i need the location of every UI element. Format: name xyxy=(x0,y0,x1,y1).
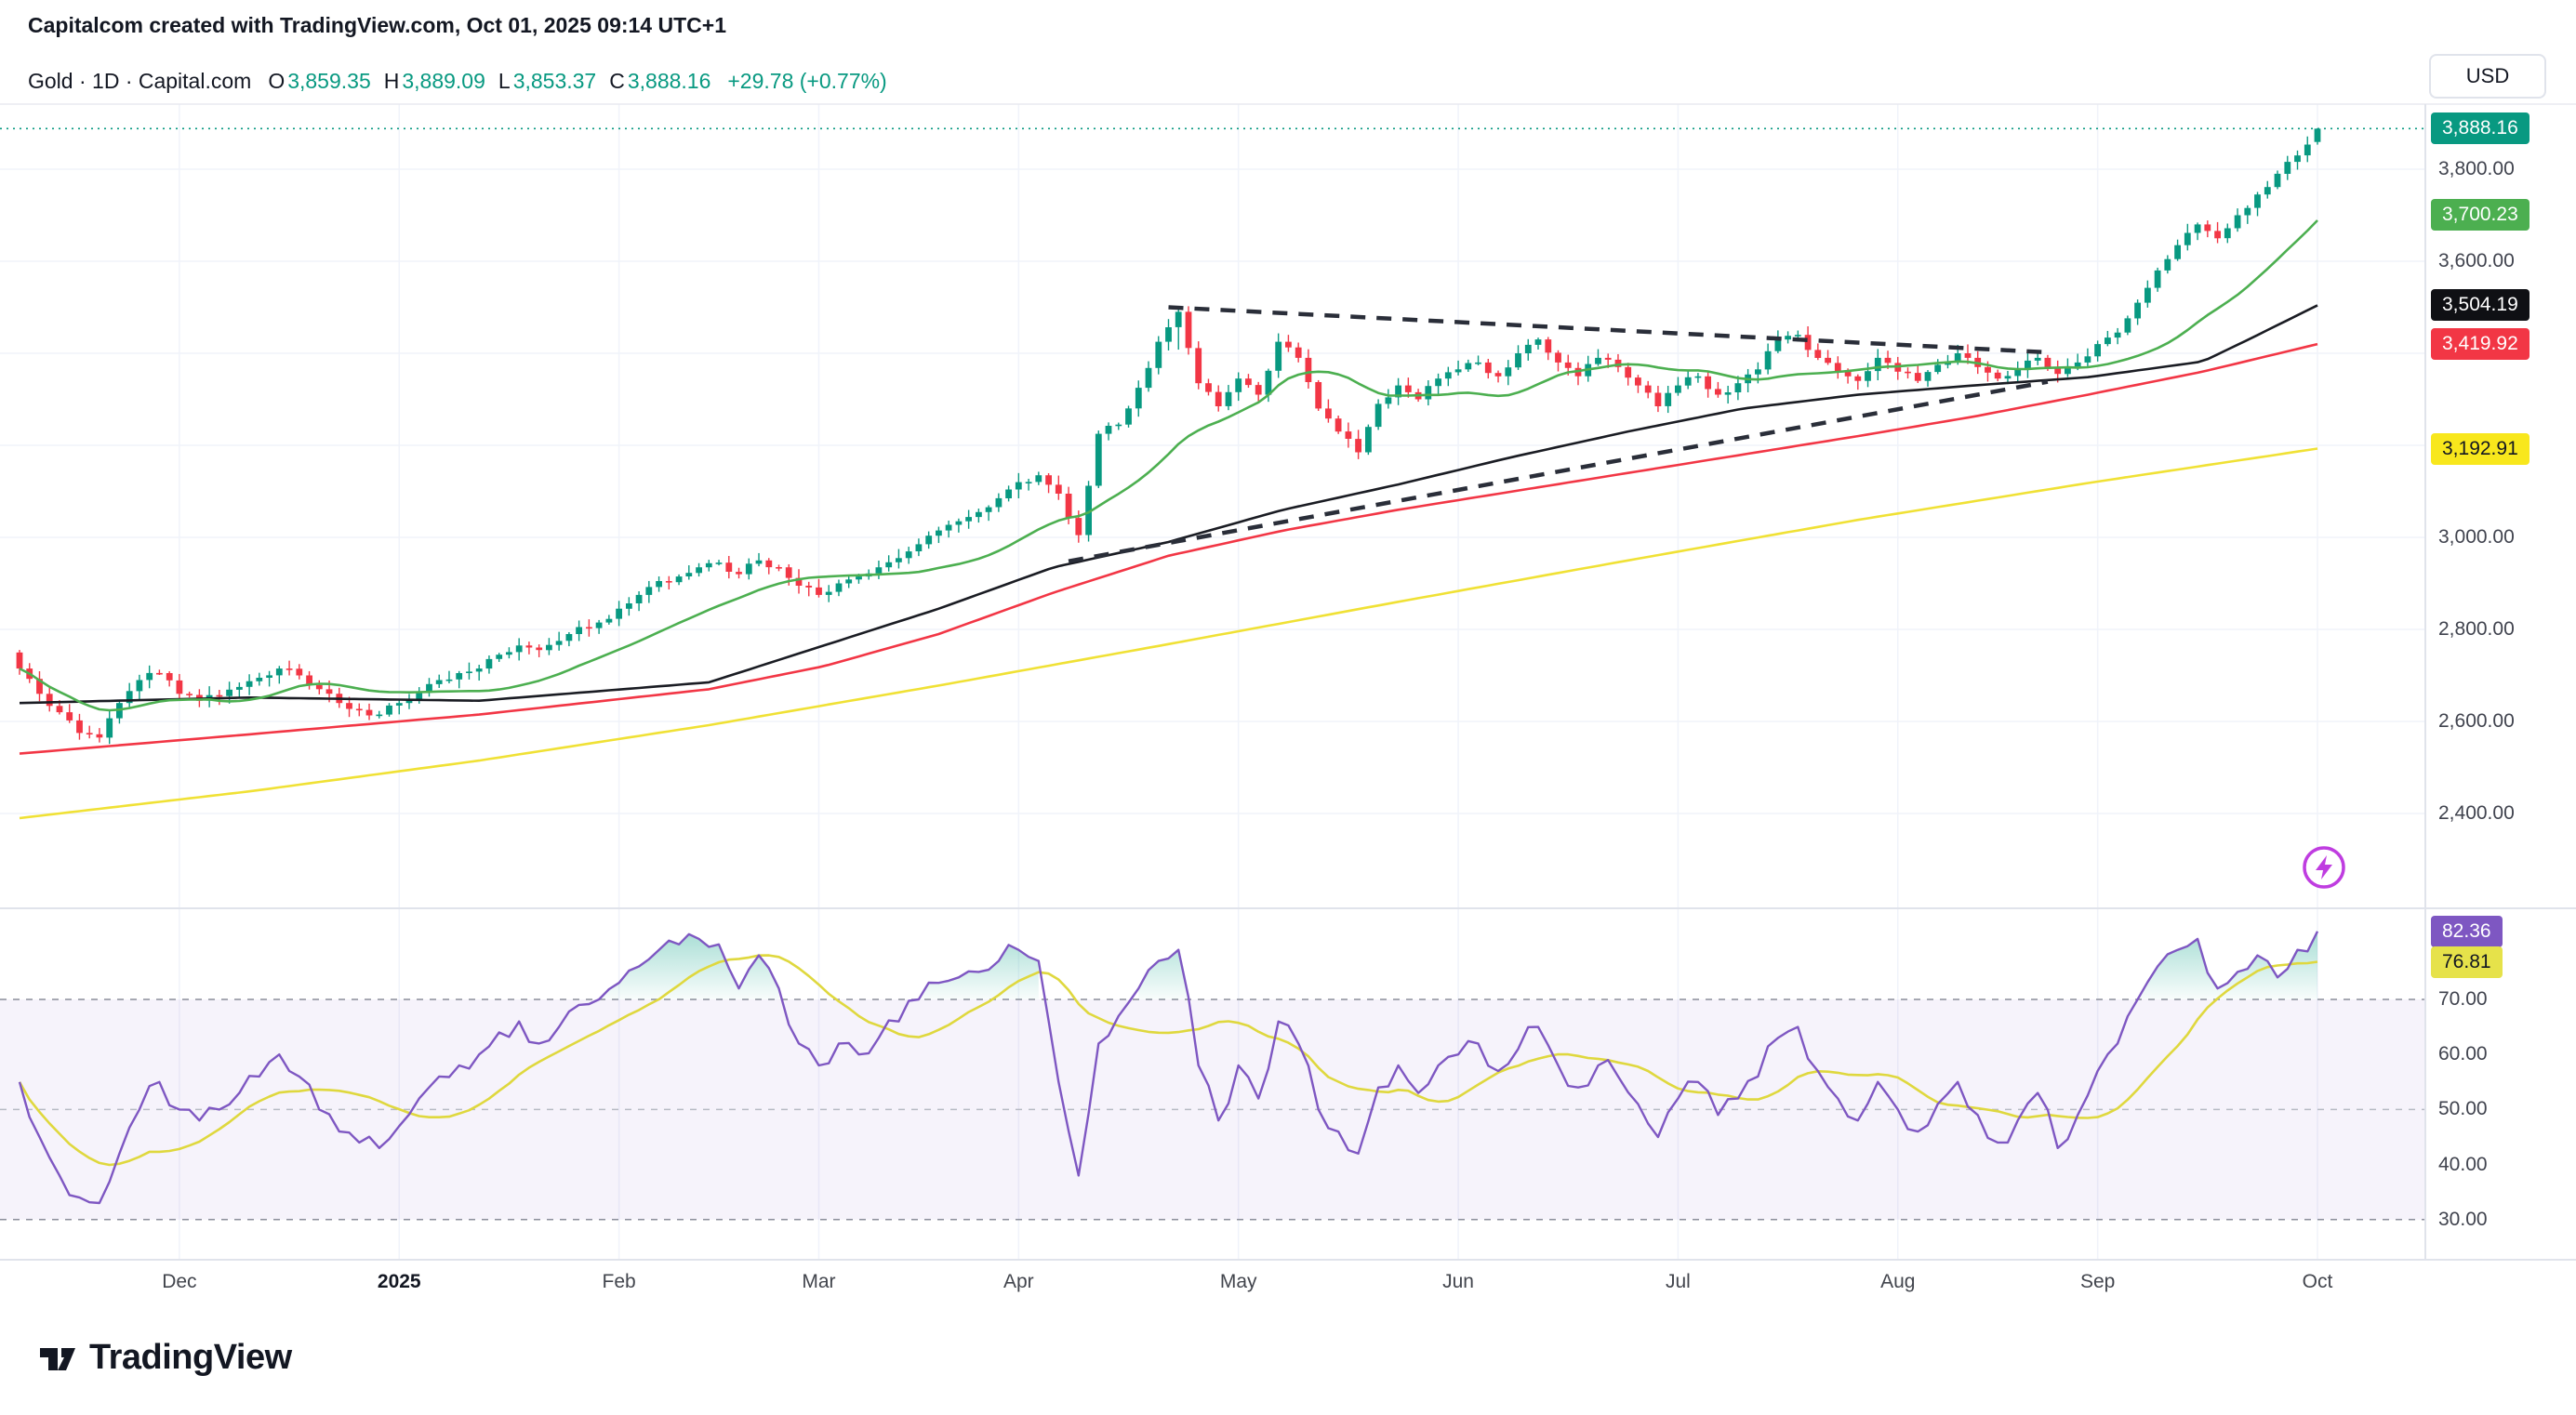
price-axis-label: 70.00 xyxy=(2438,988,2488,1010)
price-axis-badge: 3,504.19 xyxy=(2431,289,2530,322)
time-axis-label: 2025 xyxy=(377,1271,421,1292)
tradingview-logo-text: TradingView xyxy=(89,1337,292,1377)
ohlc-token: H 3,889.09 xyxy=(383,69,485,93)
price-axis-label: 50.00 xyxy=(2438,1098,2488,1120)
time-axis-label: Mar xyxy=(802,1271,836,1292)
ohlc-token: C 3,888.16 xyxy=(609,69,711,93)
time-axis-label: Oct xyxy=(2302,1271,2333,1292)
price-axis-badge: 3,888.16 xyxy=(2431,112,2530,145)
symbol-title: Gold · 1D · Capital.com xyxy=(28,69,252,93)
price-axis-badge: 3,192.91 xyxy=(2431,432,2530,465)
price-axis-badge: 82.36 xyxy=(2431,915,2503,947)
price-axis-badge: 76.81 xyxy=(2431,946,2503,978)
attribution-text: Capitalcom created with TradingView.com,… xyxy=(28,13,726,37)
price-axis[interactable]: 3,800.00 3,600.00 3,000.00 2,800.00 2,600.00… xyxy=(2427,104,2576,1260)
time-axis-label: Sep xyxy=(2079,1271,2116,1292)
price-change: +29.78 (+0.77%) xyxy=(727,69,887,93)
price-axis-label: 3,600.00 xyxy=(2438,250,2515,271)
time-axis-label: May xyxy=(1219,1271,1257,1292)
price-axis-label: 3,800.00 xyxy=(2438,158,2515,179)
ohlc-token: L 3,853.37 xyxy=(498,69,597,93)
price-axis-label: 60.00 xyxy=(2438,1043,2488,1065)
price-axis-label: 3,000.00 xyxy=(2438,526,2515,548)
currency-button[interactable]: USD xyxy=(2429,54,2546,99)
price-axis-label: 2,600.00 xyxy=(2438,710,2515,732)
price-axis-label: 30.00 xyxy=(2438,1208,2488,1230)
tradingview-brand[interactable]: TradingView xyxy=(37,1337,292,1378)
time-axis-label: Jun xyxy=(1442,1271,1474,1292)
time-axis-label: Apr xyxy=(1003,1271,1034,1292)
time-axis[interactable]: Dec 2025 Feb Mar Apr May Jun Jul Aug Sep Oct xyxy=(0,1261,2425,1303)
price-axis-badge: 3,419.92 xyxy=(2431,328,2530,361)
price-axis-label: 2,400.00 xyxy=(2438,802,2515,824)
time-axis-label: Jul xyxy=(1665,1271,1691,1292)
price-axis-label: 2,800.00 xyxy=(2438,618,2515,640)
symbol-legend[interactable]: Gold · 1D · Capital.com O 3,859.35 H 3,889.… xyxy=(28,69,887,94)
price-axis-label: 40.00 xyxy=(2438,1153,2488,1175)
time-axis-label: Dec xyxy=(162,1271,197,1292)
time-axis-label: Feb xyxy=(602,1271,636,1292)
flash-icon[interactable] xyxy=(2299,842,2349,893)
ohlc-values: O 3,859.35 H 3,889.09 L 3,853.37 C 3,888.16 xyxy=(268,69,710,94)
flash-icon-glyph xyxy=(2303,846,2345,889)
ohlc-token: O 3,859.35 xyxy=(268,69,371,93)
tradingview-logo-icon xyxy=(40,1348,75,1370)
time-axis-label: Aug xyxy=(1880,1271,1916,1292)
price-axis-badge: 3,700.23 xyxy=(2431,199,2530,231)
